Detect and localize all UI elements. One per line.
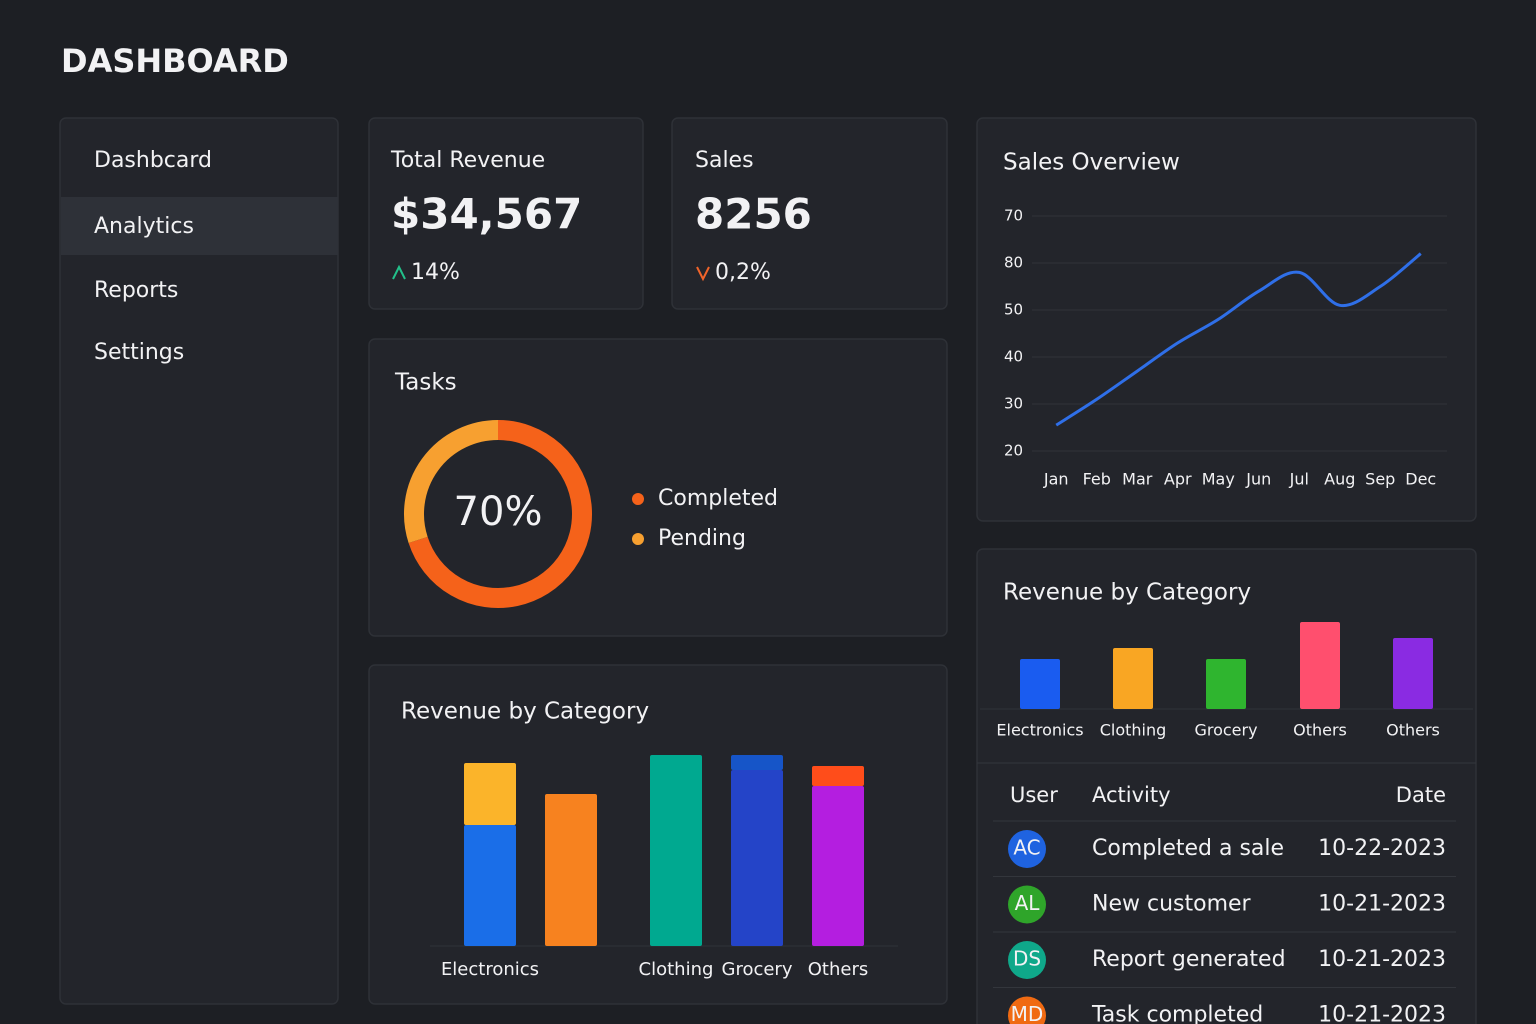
bar [1113, 648, 1153, 709]
x-tick-label: Aug [1324, 470, 1355, 489]
stat-card [368, 117, 644, 310]
bar [650, 755, 702, 946]
x-tick-label: Others [1386, 721, 1440, 740]
stat-change: 14% [411, 260, 460, 285]
bar [1393, 638, 1433, 709]
legend-dot [632, 533, 644, 545]
y-tick-label: 40 [1004, 348, 1023, 366]
y-tick-label: 30 [1004, 395, 1023, 413]
table-header: User [1010, 783, 1058, 807]
chart-title: Revenue by Category [401, 699, 649, 725]
avatar [1008, 830, 1046, 868]
stat-label: Total Revenue [390, 148, 545, 173]
activity-date: 10-21-2023 [1318, 892, 1446, 917]
stat-value: $34,567 [391, 190, 582, 239]
bar [545, 794, 597, 946]
bar [464, 763, 516, 825]
y-tick-label: 20 [1004, 442, 1023, 460]
nav-item[interactable]: Dashbcard [94, 148, 212, 173]
revenue-activity-card [976, 548, 1477, 1024]
donut-segment [408, 420, 592, 608]
tasks-card [368, 338, 948, 637]
activity-text: New customer [1092, 892, 1252, 917]
trend-arrow [392, 264, 406, 280]
donut-center-label: 70% [454, 489, 543, 535]
stat-card [671, 117, 948, 310]
legend-label: Pending [658, 526, 746, 551]
donut-segment [404, 420, 499, 544]
bar [731, 755, 783, 770]
bar [1300, 622, 1340, 709]
activity-date: 10-21-2023 [1318, 947, 1446, 972]
bar [464, 825, 516, 946]
y-tick-label: 50 [1004, 301, 1023, 319]
stat-label: Sales [695, 148, 754, 173]
sales-overview-card [976, 117, 1477, 522]
bar [812, 786, 864, 946]
x-tick-label: Jan [1043, 470, 1069, 489]
x-tick-label: Dec [1405, 470, 1436, 489]
table-header: Activity [1092, 783, 1171, 807]
legend-label: Completed [658, 486, 778, 511]
avatar-initials: AC [1013, 836, 1040, 860]
sidebar [59, 117, 339, 1005]
trend-arrow [696, 266, 710, 282]
avatar-initials: DS [1013, 947, 1041, 971]
x-tick-label: Grocery [722, 959, 793, 980]
activity-text: Completed a sale [1092, 836, 1284, 861]
activity-text: Task completed [1091, 1003, 1263, 1024]
nav-item[interactable]: Settings [94, 340, 184, 365]
x-tick-label: Mar [1122, 470, 1153, 489]
bar [731, 770, 783, 946]
activity-text: Report generated [1092, 947, 1286, 972]
bar [812, 766, 864, 786]
line-series [1055, 252, 1422, 427]
chart-title: Tasks [394, 370, 457, 396]
chart-title: Revenue by Category [1003, 580, 1251, 606]
x-tick-label: Electronics [441, 959, 539, 980]
x-tick-label: Grocery [1194, 721, 1257, 740]
legend-dot [632, 493, 644, 505]
x-tick-label: Clothing [1100, 721, 1167, 740]
y-tick-label: 80 [1004, 254, 1023, 272]
bar [1206, 659, 1246, 709]
avatar [1008, 996, 1046, 1024]
x-tick-label: May [1202, 470, 1235, 489]
x-tick-label: Sep [1365, 470, 1395, 489]
bar [1020, 659, 1060, 709]
x-tick-label: Others [1293, 721, 1347, 740]
activity-date: 10-22-2023 [1318, 836, 1446, 861]
y-tick-label: 70 [1004, 207, 1023, 225]
stat-change: 0,2% [715, 260, 771, 285]
avatar [1008, 885, 1046, 924]
avatar [1008, 941, 1046, 979]
x-tick-label: Apr [1164, 470, 1192, 489]
activity-date: 10-21-2023 [1318, 1003, 1446, 1024]
avatar-initials: AL [1015, 891, 1041, 915]
nav-item[interactable]: Reports [94, 278, 178, 303]
chart-title: Sales Overview [1003, 150, 1180, 176]
x-tick-label: Feb [1083, 470, 1111, 489]
x-tick-label: Electronics [996, 721, 1083, 740]
nav-item[interactable]: Analytics [94, 214, 194, 239]
table-header: Date [1396, 783, 1446, 807]
x-tick-label: Clothing [639, 959, 714, 980]
nav-active [61, 197, 338, 255]
x-tick-label: Others [808, 959, 869, 980]
avatar-initials: MD [1011, 1002, 1044, 1024]
stat-value: 8256 [695, 190, 812, 239]
x-tick-label: Jun [1245, 470, 1271, 489]
page-title: DASHBOARD [61, 42, 289, 80]
x-tick-label: Jul [1289, 470, 1309, 489]
